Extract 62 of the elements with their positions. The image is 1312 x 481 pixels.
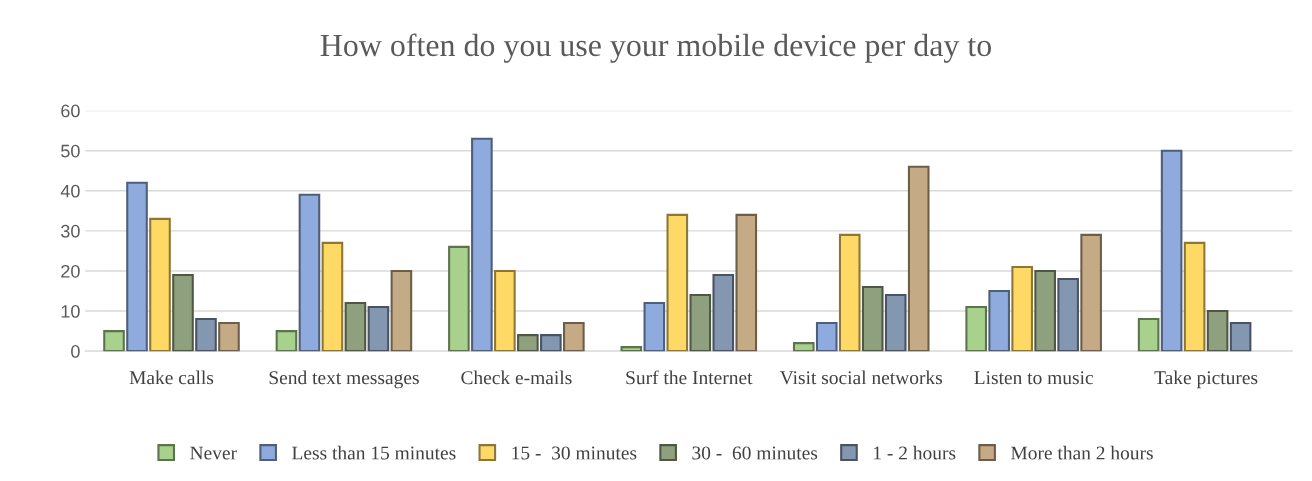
bar bbox=[792, 342, 815, 352]
bar bbox=[689, 293, 712, 352]
bar bbox=[218, 322, 240, 352]
y-tick-label: 20 bbox=[61, 264, 80, 278]
bar bbox=[448, 245, 470, 352]
bar bbox=[861, 285, 884, 352]
bar bbox=[838, 233, 861, 352]
bar bbox=[735, 213, 758, 352]
bar bbox=[666, 213, 689, 352]
bar bbox=[884, 293, 907, 352]
y-tick-label: 40 bbox=[60, 184, 80, 198]
bar bbox=[643, 301, 666, 352]
bar bbox=[965, 306, 987, 352]
legend-label: 30 - 60 minutes bbox=[692, 446, 818, 460]
bar bbox=[517, 334, 539, 352]
bar bbox=[195, 318, 217, 352]
legend-label: More than 2 hours bbox=[1011, 445, 1153, 460]
x-tick-label: Take pictures bbox=[1154, 370, 1258, 389]
bar bbox=[344, 301, 367, 352]
bar bbox=[1229, 322, 1252, 352]
legend-label: Less than 15 minutes bbox=[292, 445, 456, 460]
chart-title: How often do you use your mobile device per day to bbox=[320, 33, 991, 63]
bar bbox=[1183, 241, 1206, 352]
x-tick-label: Send text messages bbox=[269, 370, 419, 389]
y-tick-label: 10 bbox=[61, 304, 80, 318]
legend-label: 15 - 30 minutes bbox=[512, 446, 637, 460]
y-tick-label: 60 bbox=[61, 104, 80, 118]
bar bbox=[390, 269, 413, 352]
bar bbox=[367, 306, 390, 352]
bar bbox=[1206, 310, 1229, 352]
bar bbox=[1080, 233, 1102, 352]
bar bbox=[321, 241, 344, 352]
bar bbox=[103, 330, 125, 352]
bar bbox=[712, 273, 735, 352]
bar bbox=[563, 322, 585, 352]
bar bbox=[1160, 149, 1183, 352]
y-tick-label: 30 bbox=[61, 224, 80, 238]
bar bbox=[1034, 269, 1056, 352]
y-tick-label: 0 bbox=[71, 345, 80, 358]
bar bbox=[275, 330, 298, 352]
bar bbox=[471, 137, 493, 352]
y-tick-label: 50 bbox=[61, 144, 80, 158]
bar bbox=[149, 217, 171, 352]
legend-label: 1 - 2 hours bbox=[874, 445, 956, 460]
legend-label: Never bbox=[190, 446, 237, 460]
x-tick-label: Visit social networks bbox=[779, 370, 943, 385]
bar bbox=[907, 165, 930, 352]
bar bbox=[494, 269, 516, 352]
x-tick-label: Listen to music bbox=[974, 371, 1094, 385]
bar bbox=[1011, 265, 1033, 352]
bar bbox=[1137, 318, 1160, 352]
bar bbox=[1057, 277, 1079, 352]
bar bbox=[620, 346, 643, 352]
bar bbox=[172, 273, 194, 352]
bar bbox=[988, 289, 1010, 352]
x-tick-label: Make calls bbox=[129, 370, 214, 385]
x-tick-label: Check e-mails bbox=[461, 370, 572, 385]
bar bbox=[815, 322, 838, 352]
bar bbox=[298, 193, 321, 352]
bar bbox=[540, 334, 562, 352]
bar bbox=[126, 181, 148, 352]
x-tick-label: Surf the Internet bbox=[626, 370, 753, 385]
